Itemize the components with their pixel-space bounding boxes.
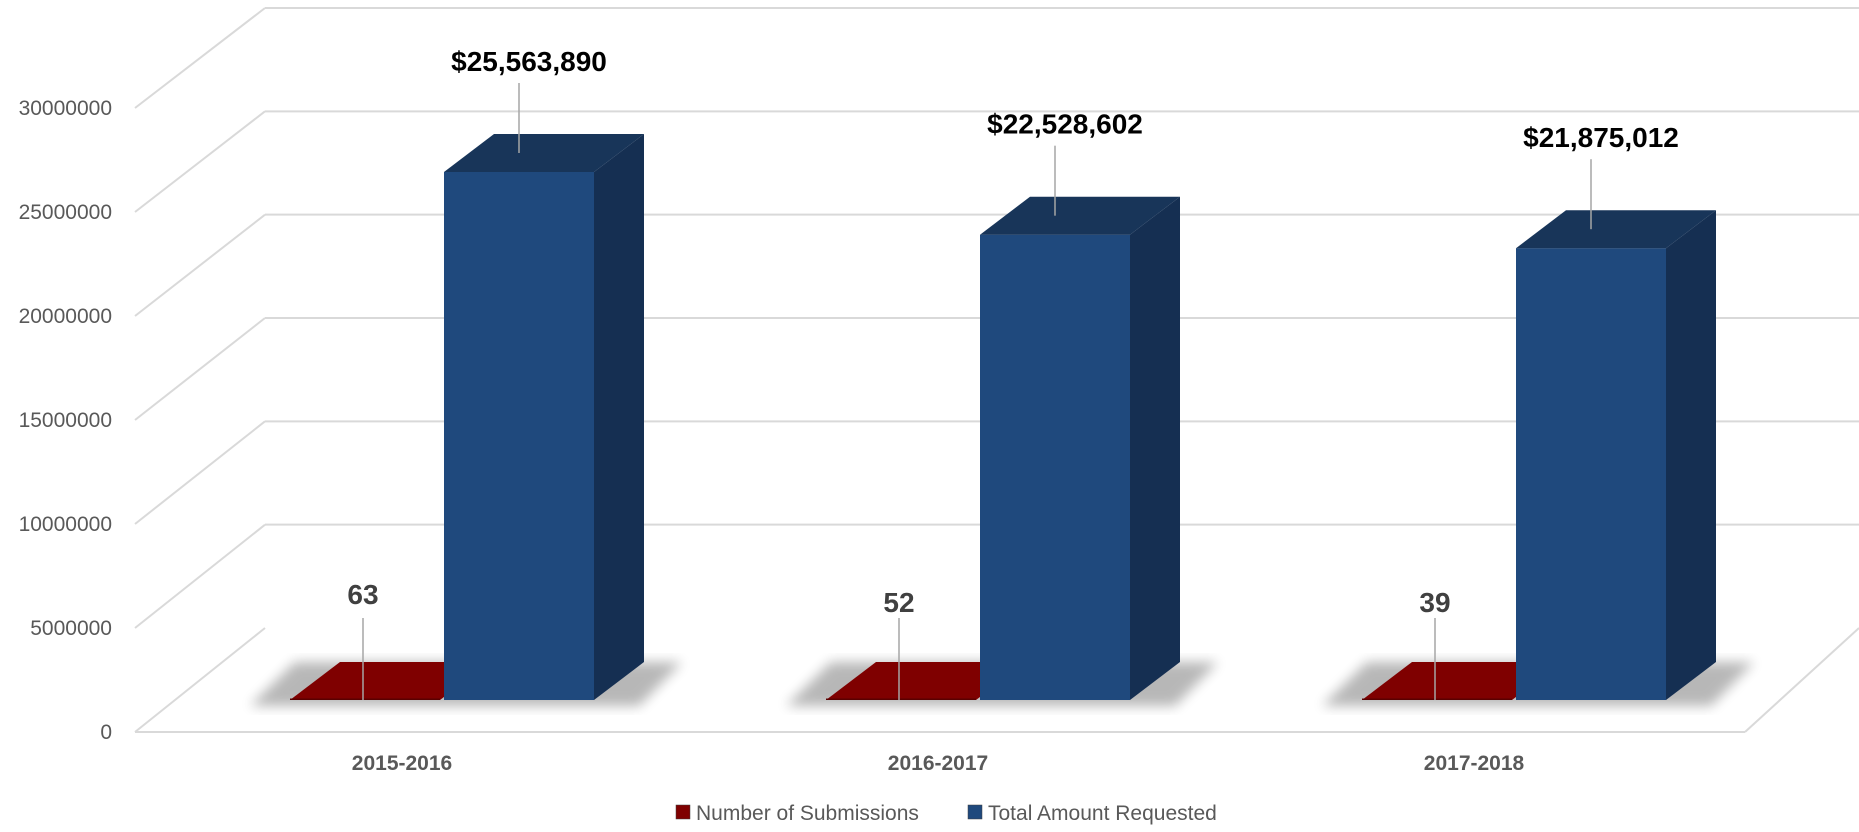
bar-number-of-submissions-front: [1362, 698, 1512, 700]
data-label-amount: $22,528,602: [987, 109, 1143, 140]
data-label-amount: $21,875,012: [1523, 122, 1679, 153]
bar-total-amount-requested: [980, 234, 1130, 701]
bar-total-amount-requested-top: [1516, 210, 1716, 249]
y-tick-label: 20000000: [19, 305, 112, 328]
gridline-diagonal: [134, 317, 266, 421]
y-axis: 0 5000000 10000000 15000000 20000000 25000000…: [19, 97, 112, 744]
legend-swatch: [675, 804, 691, 820]
x-tick-label: 2015-2016: [352, 752, 452, 775]
bar-total-amount-requested-side: [1130, 196, 1180, 701]
bar-number-of-submissions-front: [290, 698, 440, 700]
bar-total-amount-requested: [1516, 248, 1666, 700]
bar-total-amount-requested: [444, 172, 594, 700]
data-label-submissions: 63: [347, 579, 378, 610]
floor-edge-right: [1744, 627, 1859, 733]
bar-total-amount-requested-top: [980, 196, 1180, 235]
gridline-diagonal: [134, 523, 266, 629]
bar-number-of-submissions: [1362, 662, 1562, 700]
bar-total-amount-requested-side: [594, 134, 644, 700]
gridline-diagonal: [134, 213, 266, 317]
y-tick-label: 10000000: [19, 513, 112, 536]
data-label-amount: $25,563,890: [451, 46, 607, 77]
data-label-submissions: 52: [883, 587, 914, 618]
gridline-diagonal: [134, 110, 266, 213]
y-tick-label: 0: [100, 721, 112, 744]
y-tick-label: 5000000: [30, 617, 112, 640]
gridline-diagonal: [134, 420, 266, 525]
y-tick-label: 25000000: [19, 201, 112, 224]
bar-total-amount-requested-side: [1666, 210, 1716, 700]
bar-number-of-submissions: [290, 662, 490, 700]
x-tick-label: 2016-2017: [888, 752, 988, 775]
bar-number-of-submissions: [826, 662, 1026, 700]
gridline-diagonal: [134, 7, 266, 109]
legend-swatch: [967, 804, 983, 820]
y-tick-label: 30000000: [19, 97, 112, 120]
x-tick-label: 2017-2018: [1424, 752, 1525, 775]
x-axis: 2015-2016 2016-2017 2017-2018: [352, 752, 1525, 775]
bar-total-amount-requested-top: [444, 134, 644, 172]
legend: Number of Submissions Total Amount Reques…: [675, 802, 1217, 825]
data-labels: 63 $25,563,890 52 $22,528,602 39 $21,875,012: [347, 46, 1679, 700]
legend-label: Total Amount Requested: [988, 802, 1217, 825]
gridline-diagonal: [134, 627, 266, 733]
legend-label: Number of Submissions: [696, 802, 919, 825]
data-label-submissions: 39: [1419, 587, 1450, 618]
y-tick-label: 15000000: [19, 409, 112, 432]
bar-number-of-submissions-front: [826, 698, 976, 700]
bars: [250, 134, 1754, 706]
